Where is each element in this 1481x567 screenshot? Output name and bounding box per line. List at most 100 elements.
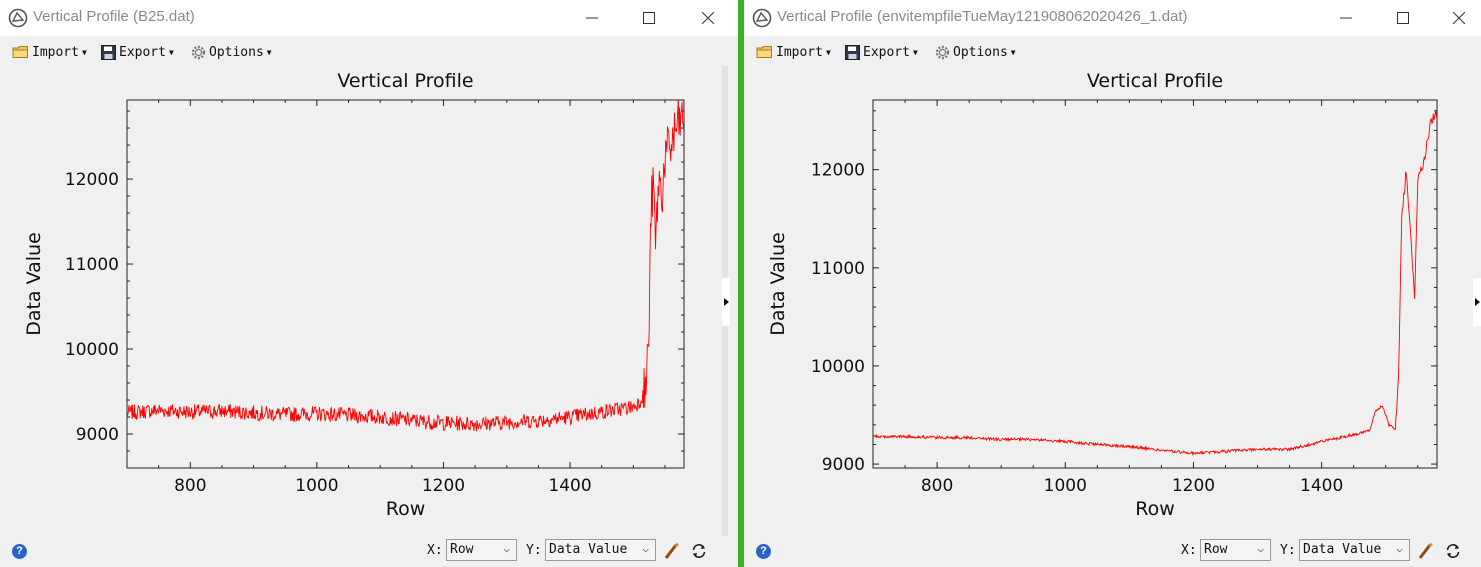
maximize-icon — [1397, 12, 1409, 24]
chevron-down-icon: ⌵ — [503, 542, 510, 555]
title-bar[interactable]: Vertical Profile (envitempfileTueMay1219… — [744, 0, 1481, 36]
y-axis-label: Y: — [1280, 543, 1296, 558]
app-icon — [8, 8, 28, 28]
chevron-down-icon: ▼ — [825, 47, 831, 57]
x-axis-label: X: — [1181, 543, 1197, 558]
y-axis-title: Data Value — [23, 232, 45, 336]
maximize-button[interactable] — [627, 4, 671, 32]
plot-frame — [872, 99, 1438, 469]
brush-icon[interactable] — [1417, 542, 1435, 560]
refresh-icon[interactable] — [690, 542, 708, 560]
window-title: Vertical Profile (B25.dat) — [33, 8, 195, 25]
x-axis-select[interactable]: Row ⌵ — [1200, 539, 1271, 561]
app-icon — [752, 8, 772, 28]
chevron-down-icon: ▼ — [81, 47, 87, 57]
expand-panel-toggle[interactable] — [1473, 278, 1481, 326]
chevron-down-icon: ⌵ — [1396, 542, 1403, 555]
help-icon[interactable]: ? — [756, 544, 771, 559]
gear-icon — [191, 45, 206, 59]
toolbar: Import ▼ Export ▼ Options ▼ — [744, 36, 1481, 66]
export-menu[interactable]: Export ▼ — [101, 42, 174, 62]
chart-title: Vertical Profile — [1087, 70, 1223, 92]
close-button[interactable] — [686, 4, 730, 32]
chevron-down-icon: ▼ — [266, 47, 272, 57]
x-axis-value: Row — [450, 542, 474, 557]
minimize-icon — [586, 17, 598, 19]
refresh-icon[interactable] — [1444, 542, 1462, 560]
import-menu[interactable]: Import ▼ — [756, 42, 831, 62]
x-tick-label: 1000 — [295, 476, 338, 496]
profile-window-left: Vertical Profile (B25.dat) Import ▼ Expor… — [0, 0, 738, 567]
save-icon — [101, 44, 116, 60]
y-tick-label: 10000 — [811, 357, 865, 377]
close-icon — [1453, 12, 1465, 24]
window-divider — [738, 0, 744, 567]
options-menu[interactable]: Options ▼ — [935, 42, 1016, 62]
maximize-icon — [643, 12, 655, 24]
close-icon — [702, 12, 714, 24]
minimize-button[interactable] — [570, 4, 614, 32]
y-tick-label: 12000 — [811, 161, 865, 181]
y-axis-value: Data Value — [1303, 542, 1382, 557]
plot-frame — [126, 99, 685, 469]
profile-chart-svg: Vertical Profile 800 1000 1200 1400 9000 10000… — [767, 70, 1438, 520]
chevron-down-icon: ⌵ — [1257, 542, 1264, 555]
title-bar[interactable]: Vertical Profile (B25.dat) — [0, 0, 738, 36]
y-axis-select[interactable]: Data Value ⌵ — [545, 539, 656, 561]
y-axis-title: Data Value — [767, 232, 789, 336]
status-bar: ? X: Row ⌵ Y: Data Value ⌵ — [0, 536, 738, 566]
x-axis-value: Row — [1204, 542, 1228, 557]
window-title: Vertical Profile (envitempfileTueMay1219… — [777, 8, 1188, 25]
help-icon[interactable]: ? — [12, 544, 27, 559]
y-axis-select[interactable]: Data Value ⌵ — [1299, 539, 1410, 561]
export-label: Export — [119, 44, 166, 60]
y-axis-value: Data Value — [549, 542, 628, 557]
close-button[interactable] — [1437, 4, 1481, 32]
options-label: Options — [953, 44, 1008, 60]
x-tick-label: 800 — [174, 476, 206, 496]
profile-series-line — [127, 100, 684, 432]
x-axis-title: Row — [386, 498, 426, 520]
chevron-right-icon — [724, 298, 729, 306]
import-menu[interactable]: Import ▼ — [12, 42, 87, 62]
x-axis-select[interactable]: Row ⌵ — [446, 539, 517, 561]
options-label: Options — [209, 44, 264, 60]
x-tick-label: 1400 — [1300, 476, 1343, 496]
options-menu[interactable]: Options ▼ — [191, 42, 272, 62]
gear-icon — [935, 45, 950, 59]
chevron-right-icon — [1475, 298, 1480, 306]
chevron-down-icon: ⌵ — [642, 542, 649, 555]
x-axis-title: Row — [1135, 498, 1175, 520]
brush-icon[interactable] — [663, 542, 681, 560]
y-tick-label: 11000 — [811, 259, 865, 279]
profile-chart: Vertical Profile 800 1000 1200 1400 9000 10000… — [0, 66, 720, 540]
x-tick-label: 1000 — [1044, 476, 1087, 496]
profile-window-right: Vertical Profile (envitempfileTueMay1219… — [744, 0, 1481, 567]
y-tick-label: 12000 — [65, 170, 119, 190]
import-label: Import — [776, 44, 823, 60]
minimize-button[interactable] — [1324, 4, 1368, 32]
profile-chart-svg: Vertical Profile 800 1000 1200 1400 9000 10000… — [23, 70, 685, 520]
chevron-down-icon: ▼ — [168, 47, 174, 57]
y-tick-label: 9000 — [822, 455, 865, 475]
x-axis-label: X: — [427, 543, 443, 558]
folder-icon — [756, 46, 772, 58]
profile-series-line — [873, 110, 1437, 457]
expand-panel-toggle[interactable] — [722, 278, 730, 326]
y-tick-label: 11000 — [65, 255, 119, 275]
x-tick-label: 1400 — [548, 476, 591, 496]
export-label: Export — [863, 44, 910, 60]
x-tick-label: 1200 — [1172, 476, 1215, 496]
import-label: Import — [32, 44, 79, 60]
save-icon — [845, 44, 860, 60]
toolbar: Import ▼ Export ▼ Options ▼ — [0, 36, 738, 66]
export-menu[interactable]: Export ▼ — [845, 42, 918, 62]
chart-title: Vertical Profile — [337, 70, 473, 92]
x-tick-label: 1200 — [422, 476, 465, 496]
maximize-button[interactable] — [1381, 4, 1425, 32]
profile-chart: Vertical Profile 800 1000 1200 1400 9000 10000… — [744, 66, 1481, 540]
chevron-down-icon: ▼ — [912, 47, 918, 57]
status-bar: ? X: Row ⌵ Y: Data Value ⌵ — [744, 536, 1481, 566]
y-tick-label: 10000 — [65, 340, 119, 360]
chevron-down-icon: ▼ — [1010, 47, 1016, 57]
